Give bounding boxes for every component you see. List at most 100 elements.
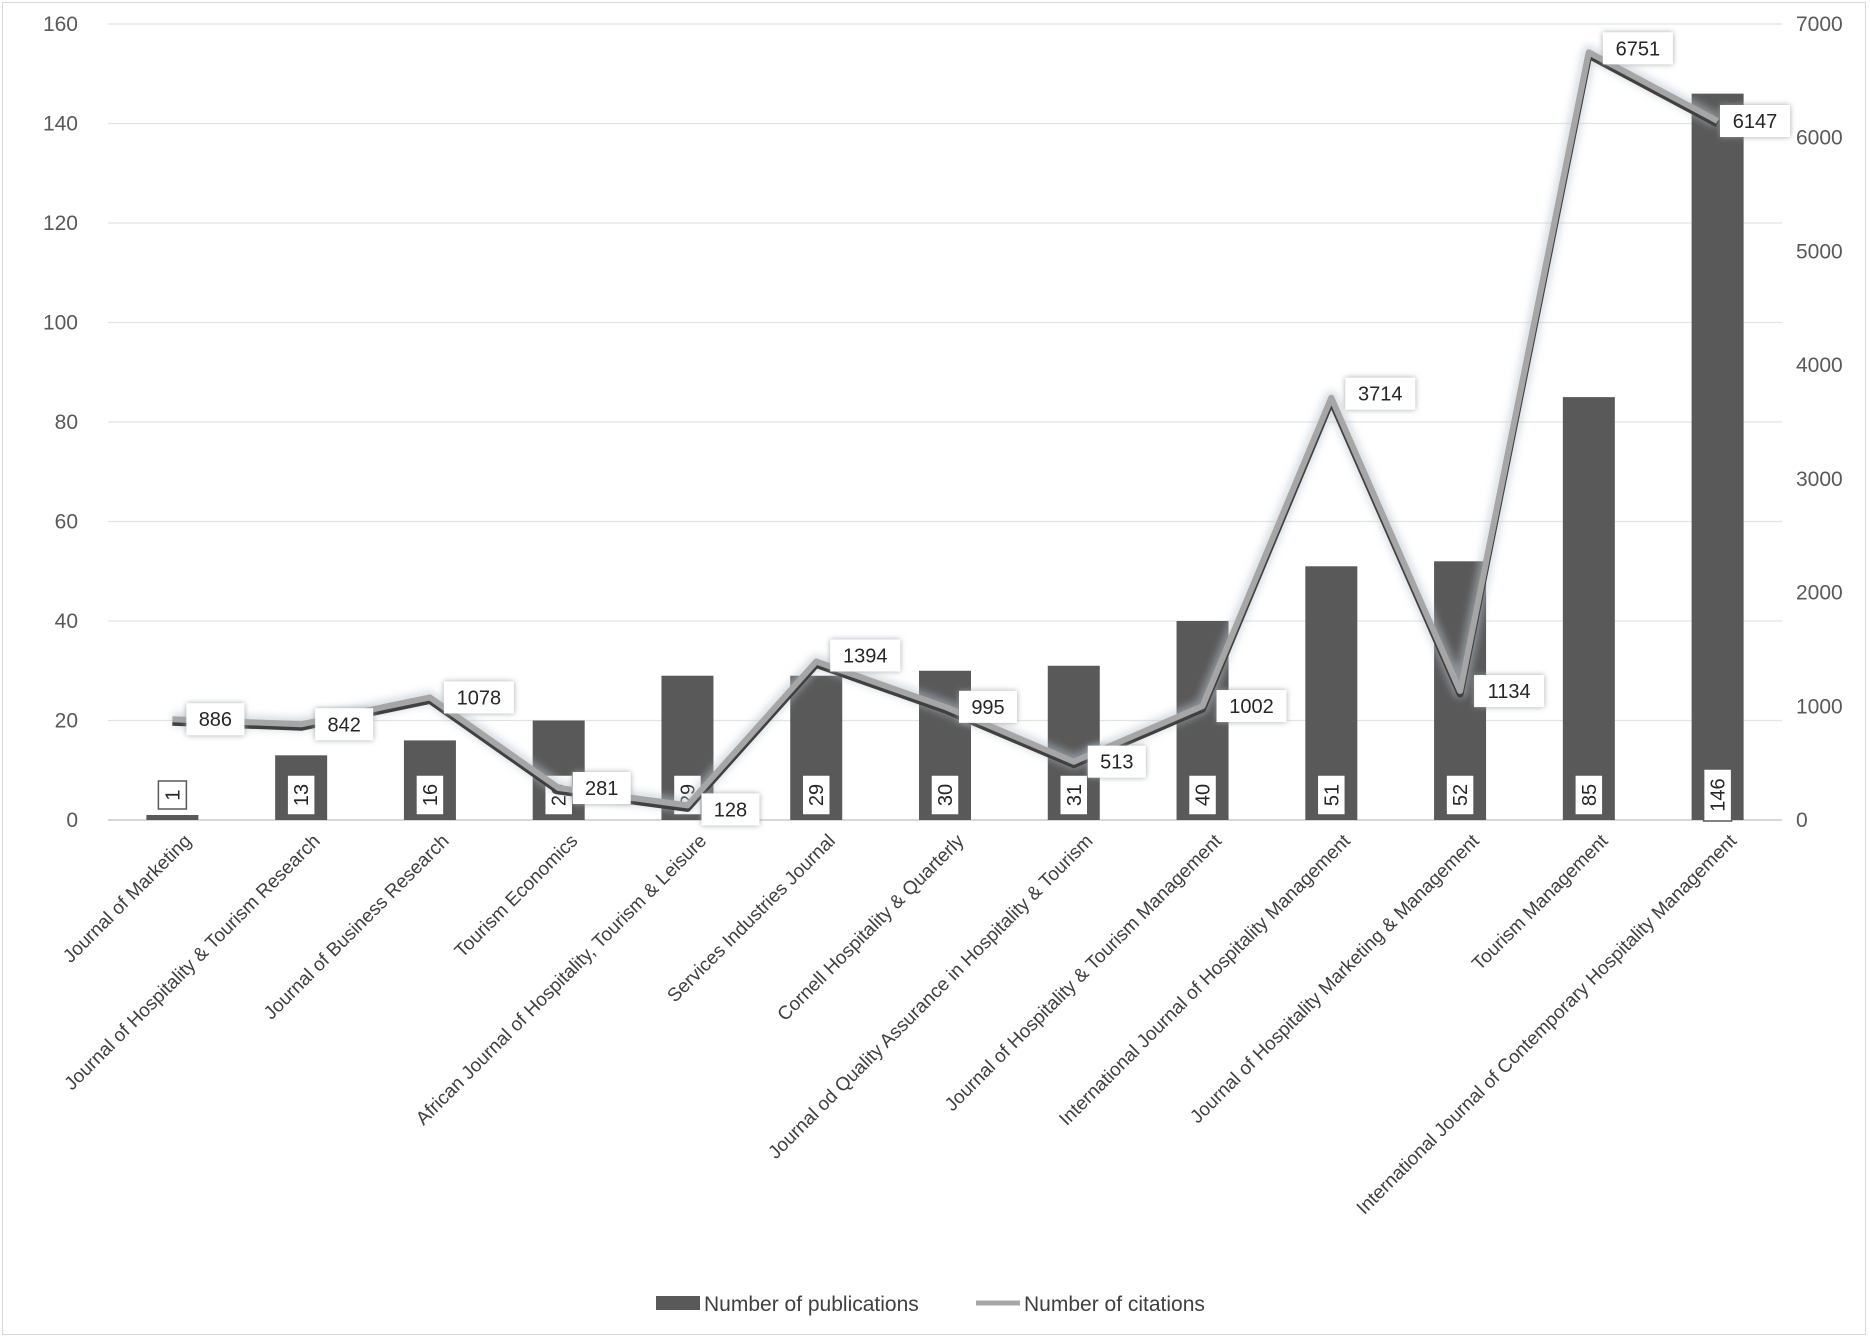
citation-value-box (1216, 690, 1287, 723)
right-tick-label: 3000 (1796, 468, 1843, 491)
citation-value-box (1474, 675, 1545, 708)
citation-value-box (1720, 104, 1790, 137)
bar-labels: 1 13 16 20 29 29 30 31 40 51 52 85 146 (157, 768, 1733, 822)
left-tick-label: 100 (43, 312, 78, 335)
category-label: Journal of Hospitality & Tourism Researc… (61, 831, 325, 1095)
bar-value-label-group: 30 (930, 774, 960, 816)
citation-value-box (959, 690, 1017, 723)
citation-value-box (443, 681, 514, 714)
citation-value-box (572, 772, 631, 805)
bar-value-label: 40 (1193, 784, 1215, 806)
category-label: International Journal of Hospitality Man… (1055, 830, 1355, 1130)
bar-value-box (415, 774, 445, 816)
bar-value-label-group: 146 (1702, 768, 1733, 822)
bar-value-label: 85 (1579, 784, 1601, 806)
legend: Number of publications Number of citatio… (656, 1293, 1205, 1316)
left-tick-label: 0 (66, 809, 78, 832)
bar-value-box (1574, 774, 1604, 816)
citation-value-box (186, 703, 245, 736)
bar-value-label-group: 31 (1059, 774, 1089, 816)
citation-value-label: 6147 (1733, 111, 1778, 133)
citation-value-box (315, 708, 374, 741)
bar-value-label-group: 52 (1445, 774, 1475, 816)
left-tick-label: 80 (55, 411, 78, 434)
bar-value-label: 13 (291, 784, 313, 806)
bar-value-box (1702, 768, 1733, 822)
bar-value-label: 146 (1708, 778, 1730, 811)
right-tick-label: 1000 (1796, 695, 1843, 718)
bar-value-box (1059, 774, 1089, 816)
citation-value-label: 842 (327, 714, 360, 736)
bar-value-box (157, 780, 188, 810)
bar-value-box (1187, 774, 1218, 816)
right-tick-label: 4000 (1796, 354, 1843, 377)
right-tick-label: 6000 (1796, 127, 1843, 150)
left-tick-label: 40 (55, 610, 78, 633)
bar-value-label: 1 (162, 789, 184, 800)
citation-value-label: 995 (971, 697, 1004, 719)
category-label: Tourism Economics (451, 831, 582, 962)
bar-value-label-group: 13 (286, 774, 316, 816)
right-tick-label: 0 (1796, 809, 1808, 832)
citation-value-label: 1134 (1488, 681, 1531, 703)
citation-value-label: 1078 (457, 687, 502, 709)
bar-value-box (1445, 774, 1475, 816)
bar-value-label-group: 40 (1187, 774, 1218, 816)
legend-label-citations: Number of citations (1024, 1293, 1205, 1316)
citation-value-label: 281 (585, 778, 618, 800)
bar-value-label-group: 1 (157, 780, 188, 810)
citation-value-label: 1002 (1229, 696, 1274, 718)
bar-value-box (286, 774, 316, 816)
gridlines (108, 23, 1782, 821)
bar-value-box (930, 774, 960, 816)
bar (1562, 397, 1615, 820)
bar-value-box (1316, 774, 1347, 816)
bar-value-label: 16 (420, 784, 442, 806)
bar-value-label-group: 29 (801, 774, 831, 816)
left-axis: 0 20 40 60 80 100 120 140 160 (43, 13, 78, 832)
bar-value-label-group: 51 (1316, 774, 1347, 816)
citation-value-label: 513 (1100, 752, 1133, 774)
right-tick-label: 2000 (1796, 582, 1843, 605)
category-label: Tourism Management (1468, 830, 1613, 975)
bar (146, 815, 199, 820)
category-label: Journal of Hospitality & Tourism Managem… (941, 830, 1226, 1115)
bar-value-label-group: 85 (1574, 774, 1604, 816)
left-tick-label: 160 (43, 13, 78, 36)
bar-value-box (801, 774, 831, 816)
left-tick-label: 60 (55, 511, 78, 534)
citation-value-label: 128 (714, 799, 747, 821)
line-labels: 886 842 1078 281 128 1394 995 513 1002 3714 1134 67… (186, 32, 1790, 826)
category-label: Journal of Hospitality Marketing & Manag… (1186, 830, 1484, 1128)
bar-value-label: 30 (935, 784, 957, 806)
citation-value-label: 886 (199, 709, 232, 731)
bar-value-label: 29 (806, 784, 828, 806)
category-label: African Journal of Hospitality, Tourism … (412, 831, 711, 1130)
bar-value-label: 31 (1064, 784, 1086, 806)
right-tick-label: 7000 (1796, 13, 1843, 36)
category-label: Journal of Marketing (59, 831, 196, 968)
citation-value-box (1345, 377, 1416, 410)
citation-value-box (830, 639, 901, 672)
citation-value-label: 1394 (843, 645, 888, 667)
left-tick-label: 20 (55, 710, 78, 733)
bar (1691, 93, 1744, 820)
citation-value-box (1602, 32, 1673, 65)
right-axis: 0 1000 2000 3000 4000 5000 6000 7000 (1796, 13, 1843, 832)
bar-value-label: 51 (1321, 784, 1343, 806)
citations-line (172, 49, 1720, 809)
left-tick-label: 120 (43, 212, 78, 235)
line-series (172, 45, 1721, 813)
legend-swatch-publications (656, 1296, 700, 1310)
citation-value-box (701, 793, 760, 826)
bar-value-label-group: 16 (415, 774, 445, 816)
right-tick-label: 5000 (1796, 240, 1843, 263)
legend-label-publications: Number of publications (704, 1293, 919, 1316)
bar-value-label: 52 (1450, 784, 1472, 806)
citation-value-box (1087, 745, 1146, 778)
left-tick-label: 140 (43, 113, 78, 136)
citation-value-label: 3714 (1358, 384, 1403, 406)
citation-value-label: 6751 (1616, 38, 1661, 60)
